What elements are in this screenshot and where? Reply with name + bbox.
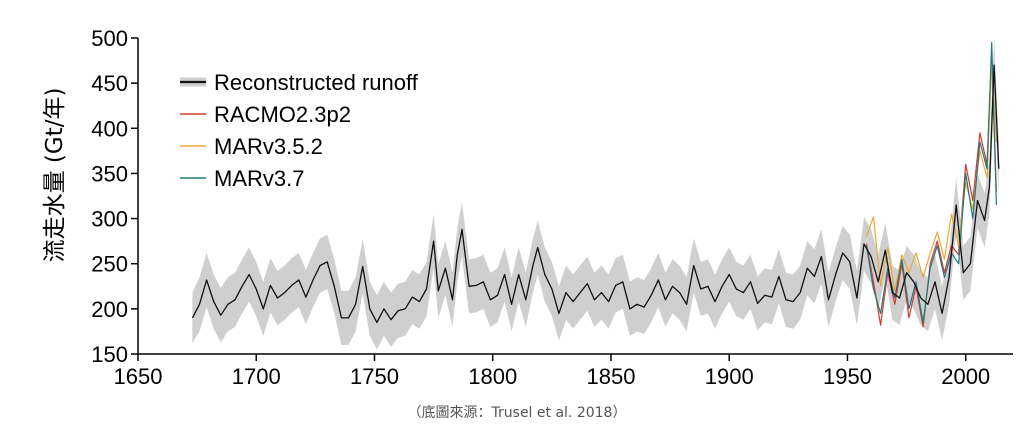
- y-tick-label: 500: [91, 26, 128, 51]
- x-tick-label: 1700: [232, 364, 281, 389]
- series-line-racmo2-3p2: [865, 55, 997, 328]
- y-tick-label: 200: [91, 297, 128, 322]
- y-tick-label: 350: [91, 161, 128, 186]
- x-tick-label: 1850: [586, 364, 635, 389]
- legend-label-racmo2-3p2: RACMO2.3p2: [214, 102, 351, 127]
- y-tick-label: 300: [91, 207, 128, 232]
- x-tick-label: 1750: [350, 364, 399, 389]
- y-tick-label: 250: [91, 252, 128, 277]
- y-tick-label: 450: [91, 71, 128, 96]
- x-tick-label: 1950: [823, 364, 872, 389]
- series-line-reconstructed-runoff: [191, 64, 1000, 324]
- x-tick-label: 2000: [941, 364, 990, 389]
- legend-label-reconstructed-runoff: Reconstructed runoff: [214, 70, 419, 95]
- y-tick-label: 400: [91, 116, 128, 141]
- x-tick-label: 1900: [705, 364, 754, 389]
- x-tick-label: 1650: [114, 364, 163, 389]
- legend-label-marv3-5-2: MARv3.5.2: [214, 134, 323, 159]
- legend-label-marv3-7: MARv3.7: [214, 166, 304, 191]
- image-credit: （底圖來源：Trusel et al. 2018）: [407, 405, 627, 421]
- y-tick-label: 150: [91, 342, 128, 367]
- x-tick-label: 1800: [468, 364, 517, 389]
- y-axis-title: 流走水量 (Gt/年): [42, 88, 68, 263]
- uncertainty-band: [192, 38, 999, 350]
- runoff-chart: 150 200 250 300 350 400 450 500 1650 1700 1750 1800…: [42, 26, 1013, 389]
